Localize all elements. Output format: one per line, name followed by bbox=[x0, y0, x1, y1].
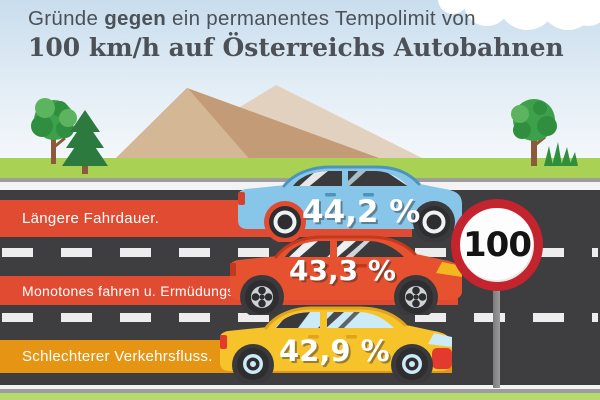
page-title: Gründe gegen ein permanentes Tempolimit … bbox=[28, 5, 564, 63]
title-line-2: 100 km/h auf Österreichs Autobahnen bbox=[28, 33, 564, 62]
speed-limit-sign: 100 bbox=[451, 199, 543, 291]
title-line-1: Gründe gegen ein permanentes Tempolimit … bbox=[28, 7, 476, 30]
red-car-illustration bbox=[230, 235, 462, 315]
wheel-icon bbox=[237, 348, 428, 380]
grass-strip-bottom bbox=[0, 393, 600, 400]
wheel-icon bbox=[245, 280, 433, 314]
percent-value-3: 42,9 % bbox=[279, 334, 390, 368]
title-emphasis: gegen bbox=[104, 7, 167, 30]
grass-strip bbox=[0, 158, 600, 178]
wheel-icon bbox=[269, 206, 450, 238]
deciduous-tree-right-icon bbox=[511, 99, 557, 166]
grass-tuft-icon bbox=[544, 142, 578, 166]
sign-pole bbox=[493, 289, 500, 388]
yellow-car-illustration bbox=[220, 306, 452, 383]
pine-tree-icon bbox=[62, 110, 108, 174]
percent-value-2: 43,3 % bbox=[289, 254, 396, 287]
reason-label-3: Schlechterer Verkehrsfluss. bbox=[22, 348, 213, 365]
reason-label-2: Monotones fahren u. Ermüdungsgefahr. bbox=[22, 282, 280, 299]
blue-car-illustration bbox=[238, 165, 462, 242]
road-edge-line-bottom bbox=[0, 389, 600, 393]
speed-limit-value: 100 bbox=[463, 225, 532, 265]
percent-value-1: 44,2 % bbox=[302, 194, 421, 230]
reason-label-1: Längere Fahrdauer. bbox=[22, 210, 160, 227]
road-shoulder-bottom bbox=[0, 385, 600, 389]
deciduous-tree-icon bbox=[31, 98, 77, 164]
